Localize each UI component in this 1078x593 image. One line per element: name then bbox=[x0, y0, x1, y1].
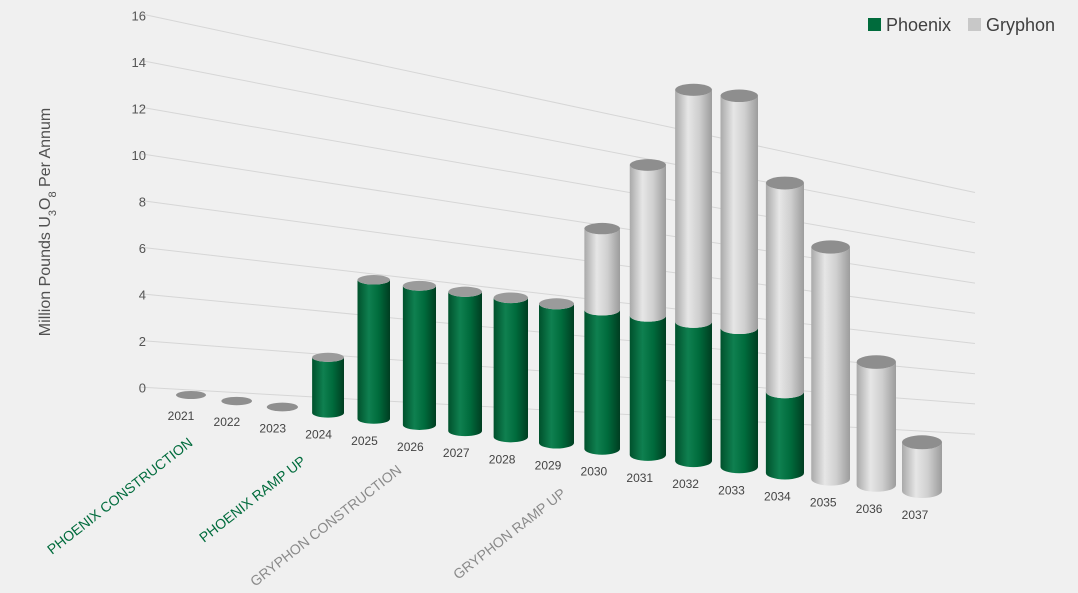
legend-swatch-gryphon bbox=[968, 18, 981, 31]
bar-phoenix-2028-cap bbox=[493, 292, 528, 304]
x-axis-ticks: 2021 2022 2023 2024 2025 2026 2027 2028 2029 2030… bbox=[168, 409, 929, 522]
x-tick-label: 2036 bbox=[856, 502, 883, 516]
bar-phoenix-2029-body bbox=[539, 303, 574, 449]
legend-label-gryphon: Gryphon bbox=[986, 15, 1055, 35]
x-tick-label: 2027 bbox=[443, 446, 470, 460]
y-tick-label: 16 bbox=[132, 9, 146, 24]
y-tick-label: 0 bbox=[139, 381, 146, 396]
bar-gryphon-2030 bbox=[584, 222, 620, 316]
bar-gryphon-2036-cap bbox=[856, 355, 896, 369]
bar-gryphon-2031 bbox=[629, 159, 666, 322]
bar-phoenix-2027-body bbox=[448, 291, 482, 437]
bar-gryphon-2033-body bbox=[720, 95, 758, 335]
gridline bbox=[139, 13, 976, 193]
gridline bbox=[139, 106, 976, 254]
x-tick-label: 2033 bbox=[718, 483, 745, 497]
bar-gryphon-2030-cap bbox=[584, 222, 620, 235]
y-tick-label: 14 bbox=[132, 55, 146, 70]
bar-empty-cap-2021 bbox=[176, 391, 206, 399]
bar-gryphon-2033 bbox=[720, 89, 758, 335]
bar-phoenix-2025-cap bbox=[357, 275, 390, 285]
bar-phoenix-2024-body bbox=[312, 357, 344, 418]
x-tick-label: 2037 bbox=[902, 508, 929, 522]
x-tick-label: 2032 bbox=[672, 477, 699, 491]
gridline bbox=[139, 59, 976, 224]
bar-phoenix-2025 bbox=[357, 275, 390, 424]
bar-phoenix-2031-body bbox=[629, 315, 666, 461]
y-tick-label: 2 bbox=[139, 334, 146, 349]
legend: Phoenix Gryphon bbox=[868, 15, 1055, 35]
gridlines bbox=[139, 13, 976, 435]
bar-phoenix-2027-cap bbox=[448, 286, 482, 297]
bar-phoenix-2029-cap bbox=[539, 298, 574, 310]
bar-phoenix-2034 bbox=[765, 391, 804, 480]
bar-gryphon-2036 bbox=[856, 355, 896, 492]
bar-phoenix-2033 bbox=[720, 327, 758, 474]
bar-phoenix-2026-body bbox=[402, 285, 436, 430]
bar-phoenix-2024-cap bbox=[312, 352, 344, 362]
bar-phoenix-2032-body bbox=[675, 321, 712, 468]
bar-gryphon-2032-cap bbox=[675, 83, 712, 96]
bar-empty-cap-2022 bbox=[221, 396, 252, 406]
x-tick-label: 2028 bbox=[489, 452, 516, 466]
y-tick-label: 10 bbox=[132, 148, 146, 163]
bar-gryphon-2032 bbox=[675, 83, 712, 328]
bar-phoenix-2026 bbox=[402, 280, 436, 430]
x-tick-label: 2030 bbox=[581, 465, 608, 479]
bar-phoenix-2025-body bbox=[357, 279, 390, 424]
bar-phoenix-2033-body bbox=[720, 327, 758, 474]
x-tick-label: 2023 bbox=[259, 421, 286, 435]
bar-gryphon-2037-body bbox=[902, 442, 942, 498]
bar-phoenix-2032 bbox=[675, 321, 712, 468]
bar-phoenix-2027 bbox=[448, 286, 482, 437]
x-tick-label: 2035 bbox=[810, 496, 837, 510]
bar-gryphon-2034 bbox=[765, 176, 804, 399]
bar-gryphon-2037-cap bbox=[902, 435, 942, 450]
bar-gryphon-2035-cap bbox=[811, 240, 850, 254]
bar-gryphon-2034-cap bbox=[765, 176, 804, 190]
x-tick-label: 2029 bbox=[535, 459, 562, 473]
bar-phoenix-2029 bbox=[539, 298, 574, 449]
bar-gryphon-2032-body bbox=[675, 89, 712, 328]
bars bbox=[176, 83, 942, 498]
bar-phoenix-2028-body bbox=[493, 297, 528, 443]
x-tick-label: 2031 bbox=[626, 471, 653, 485]
bar-gryphon-2031-body bbox=[629, 165, 666, 322]
bar-phoenix-2028 bbox=[493, 292, 528, 443]
bar-gryphon-2030-body bbox=[584, 228, 620, 316]
bar-gryphon-2034-body bbox=[765, 183, 804, 399]
x-tick-label: 2034 bbox=[764, 489, 791, 503]
phase-label: PHOENIX RAMP UP bbox=[196, 452, 309, 545]
bar-gryphon-2035-body bbox=[811, 247, 850, 486]
y-tick-label: 8 bbox=[139, 195, 146, 210]
bar-phoenix-2026-cap bbox=[402, 280, 436, 291]
bar-gryphon-2036-body bbox=[856, 362, 896, 492]
bar-phoenix-2024 bbox=[312, 352, 344, 418]
bar-phoenix-2030-body bbox=[584, 309, 620, 455]
phase-label: PHOENIX CONSTRUCTION bbox=[44, 434, 195, 557]
phase-label: GRYPHON RAMP UP bbox=[450, 485, 569, 583]
y-tick-label: 12 bbox=[132, 102, 146, 117]
bar-phoenix-2031 bbox=[629, 315, 666, 461]
y-axis-title: Million Pounds U3O8 Per Annum bbox=[37, 108, 59, 336]
y-tick-label: 6 bbox=[139, 241, 146, 256]
x-tick-label: 2021 bbox=[168, 409, 195, 423]
x-tick-label: 2025 bbox=[351, 434, 378, 448]
bar-gryphon-2037 bbox=[902, 435, 942, 498]
x-tick-label: 2026 bbox=[397, 440, 424, 454]
bar-phoenix-2034-body bbox=[765, 391, 804, 480]
x-tick-label: 2024 bbox=[305, 428, 332, 442]
x-tick-label: 2022 bbox=[214, 415, 241, 429]
bar-empty-cap-2023 bbox=[266, 402, 298, 412]
legend-swatch-phoenix bbox=[868, 18, 881, 31]
legend-label-phoenix: Phoenix bbox=[886, 15, 951, 35]
bar-phoenix-2030 bbox=[584, 309, 620, 455]
y-tick-label: 4 bbox=[139, 288, 146, 303]
bar-gryphon-2031-cap bbox=[629, 159, 666, 171]
bar-gryphon-2033-cap bbox=[720, 89, 758, 103]
bar-gryphon-2035 bbox=[811, 240, 850, 486]
y-axis-ticks: 0 2 4 6 8 10 12 14 16 bbox=[132, 9, 146, 396]
